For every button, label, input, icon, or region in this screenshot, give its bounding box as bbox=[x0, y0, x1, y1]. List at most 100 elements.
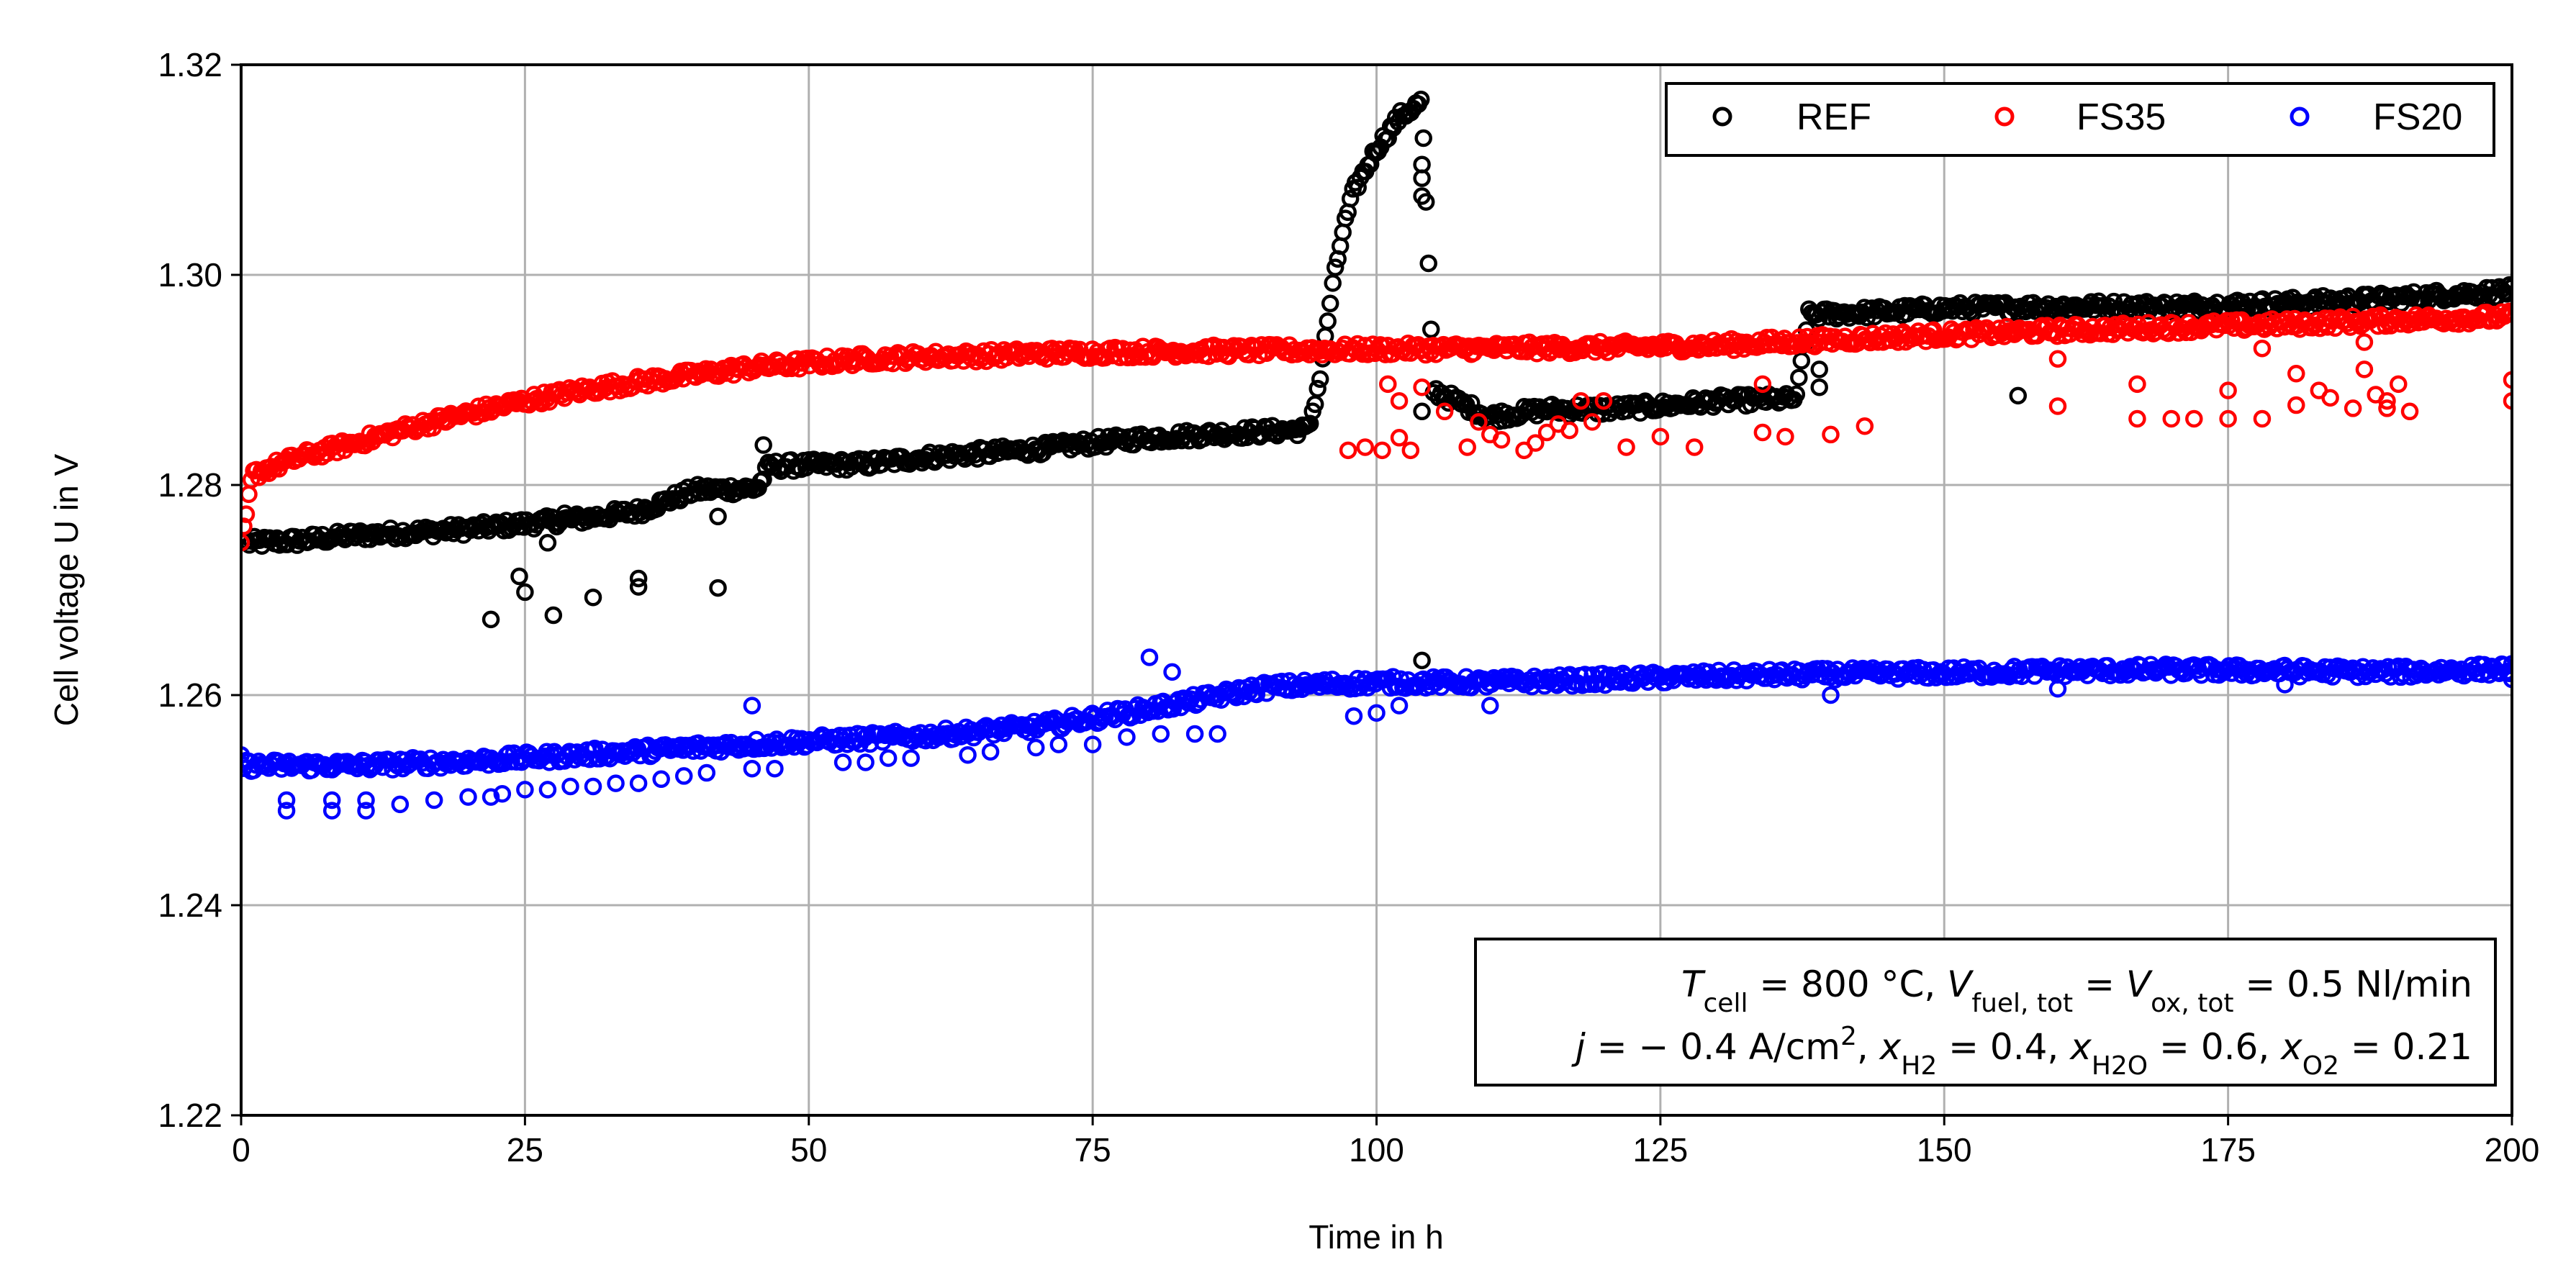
data-point-outlier bbox=[1401, 441, 1420, 460]
data-point-outlier bbox=[1537, 423, 1556, 442]
y-axis-label: Cell voltage U in V bbox=[48, 453, 85, 726]
legend: REF FS35 FS20 bbox=[1665, 82, 2495, 157]
data-point bbox=[1349, 178, 1367, 196]
data-point-outlier bbox=[1379, 375, 1397, 394]
ann-j-eq: = − 0.4 A/cm bbox=[1586, 1026, 1840, 1068]
x-tick-label: 50 bbox=[790, 1131, 827, 1169]
data-point-outlier bbox=[2355, 360, 2374, 378]
data-point bbox=[1787, 385, 1806, 404]
x-tick-label: 200 bbox=[2485, 1131, 2540, 1169]
data-point-outlier bbox=[1345, 707, 1363, 725]
ann-eq2b: = 0.4, bbox=[1937, 1026, 2070, 1068]
data-point-outlier bbox=[1390, 429, 1409, 447]
data-point bbox=[754, 471, 772, 489]
data-point-outlier bbox=[584, 777, 602, 796]
data-point-outlier bbox=[2219, 409, 2237, 428]
data-point-outlier bbox=[1163, 663, 1181, 681]
data-point-outlier bbox=[2162, 409, 2180, 428]
annotation-box bbox=[1474, 938, 2497, 1087]
data-point-outlier bbox=[1356, 438, 1374, 456]
grid-lines bbox=[241, 65, 2512, 1115]
annotation-line-2: j = − 0.4 A/cm2, xH2 = 0.4, xH2O = 0.6, … bbox=[1571, 1022, 2472, 1081]
legend-marker-ref bbox=[1712, 106, 1732, 127]
data-point-outlier bbox=[857, 753, 875, 771]
data-point bbox=[241, 517, 253, 535]
data-point bbox=[1414, 129, 1432, 148]
data-point bbox=[1411, 90, 1430, 109]
ann-x1: x bbox=[1879, 1026, 1902, 1068]
data-point-outlier bbox=[1651, 427, 1670, 446]
data-point bbox=[1311, 370, 1329, 389]
x-tick-label: 25 bbox=[507, 1131, 543, 1169]
data-point-outlier bbox=[2287, 364, 2305, 383]
x-tick-label: 0 bbox=[232, 1131, 250, 1169]
data-point-outlier bbox=[1413, 378, 1431, 396]
data-point-outlier bbox=[357, 802, 375, 820]
x-tick-label: 75 bbox=[1075, 1131, 1111, 1169]
data-point-outlier bbox=[322, 791, 341, 809]
data-point bbox=[2498, 285, 2512, 303]
y-tick-label: 1.28 bbox=[158, 466, 222, 504]
data-point bbox=[2500, 664, 2512, 683]
ann-cell: cell bbox=[1704, 989, 1748, 1018]
data-point-outlier bbox=[2128, 375, 2146, 394]
data-point-outlier bbox=[2321, 389, 2339, 407]
data-point-outlier bbox=[1527, 434, 1545, 452]
data-point-outlier bbox=[1810, 360, 1828, 378]
legend-label-ref: REF bbox=[1797, 96, 1871, 138]
y-tick-label: 1.24 bbox=[158, 886, 222, 924]
data-point-outlier bbox=[425, 791, 443, 809]
ann-V: V bbox=[1947, 963, 1974, 1005]
data-point-outlier bbox=[2048, 679, 2067, 698]
data-point bbox=[2500, 302, 2512, 321]
data-point-outlier bbox=[459, 788, 477, 806]
data-point-outlier bbox=[1572, 391, 1590, 410]
data-point-outlier bbox=[1776, 427, 1794, 446]
ann-o2: O2 bbox=[2302, 1051, 2339, 1081]
data-point-outlier bbox=[743, 759, 761, 778]
data-point-outlier bbox=[879, 749, 898, 767]
data-point-outlier bbox=[2378, 391, 2396, 410]
data-point bbox=[2500, 276, 2512, 294]
data-point bbox=[1326, 258, 1345, 276]
data-point-outlier bbox=[2253, 409, 2272, 428]
data-point bbox=[2503, 655, 2512, 673]
data-point bbox=[1792, 352, 1811, 370]
data-point-outlier bbox=[2276, 676, 2294, 694]
data-point-outlier bbox=[357, 791, 375, 809]
data-point-outlier bbox=[1435, 402, 1454, 421]
data-point-outlier bbox=[1413, 402, 1431, 421]
x-tick-label: 175 bbox=[2200, 1131, 2256, 1169]
data-point-outlier bbox=[1856, 417, 1874, 435]
data-point-outlier bbox=[493, 784, 512, 803]
data-point-outlier bbox=[981, 743, 1000, 761]
ann-oxtot: ox, tot bbox=[2151, 989, 2233, 1018]
data-point-outlier bbox=[1390, 697, 1409, 715]
legend-marker-fs20 bbox=[2290, 106, 2310, 127]
data-point-outlier bbox=[1822, 686, 1840, 704]
x-tick-label: 150 bbox=[1917, 1131, 1972, 1169]
ann-x2: x bbox=[2069, 1026, 2092, 1068]
data-point-outlier bbox=[277, 802, 296, 820]
data-point-outlier bbox=[1470, 413, 1488, 431]
data-point-outlier bbox=[1413, 187, 1431, 205]
legend-marker-fs35 bbox=[1994, 106, 2015, 127]
data-point-outlier bbox=[833, 753, 852, 771]
data-point-outlier bbox=[1753, 423, 1772, 442]
data-point-outlier bbox=[482, 610, 500, 629]
data-point-outlier bbox=[709, 507, 727, 526]
data-point-outlier bbox=[1140, 648, 1159, 666]
data-point-outlier bbox=[510, 567, 528, 586]
data-point-outlier bbox=[2185, 409, 2203, 428]
ann-sup: 2 bbox=[1840, 1022, 1857, 1051]
data-point-outlier bbox=[516, 583, 534, 602]
ann-eq1: = 800 °C, bbox=[1748, 963, 1947, 1005]
data-point-outlier bbox=[2128, 409, 2146, 428]
ann-Vox: V bbox=[2126, 963, 2154, 1005]
data-point-outlier bbox=[2344, 399, 2362, 417]
data-point bbox=[2503, 304, 2512, 323]
data-point-outlier bbox=[1185, 725, 1204, 743]
data-point-outlier bbox=[1208, 725, 1226, 743]
data-point-outlier bbox=[754, 436, 772, 454]
